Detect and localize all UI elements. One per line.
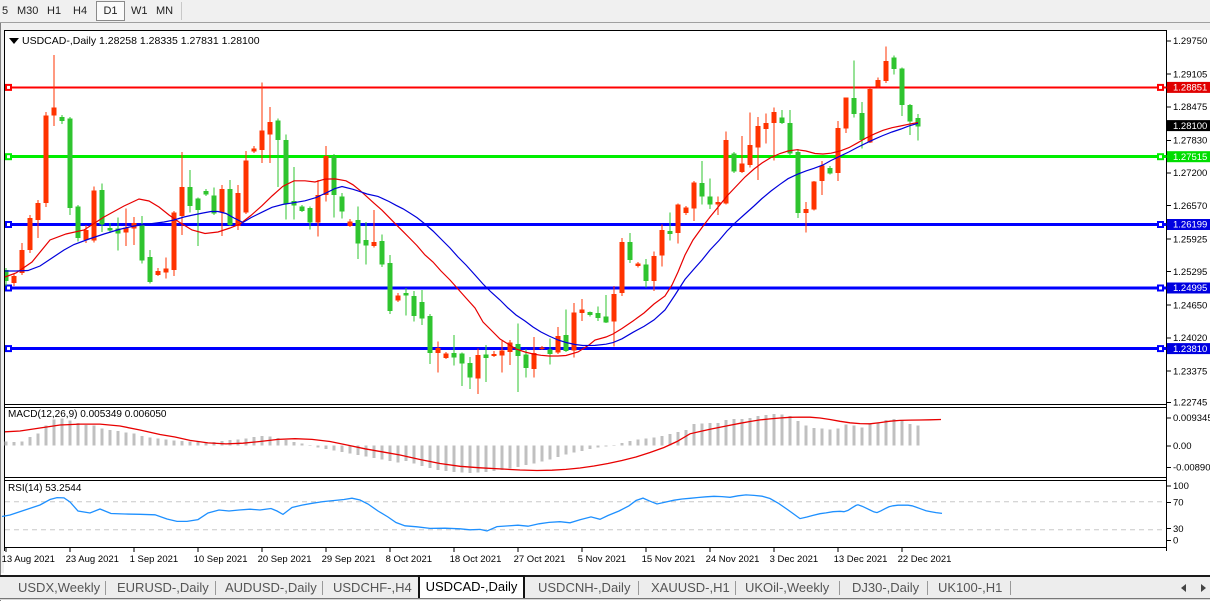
svg-text:0: 0 <box>1173 536 1178 547</box>
svg-text:29 Sep 2021: 29 Sep 2021 <box>322 554 376 565</box>
svg-text:15 Nov 2021: 15 Nov 2021 <box>642 554 696 565</box>
svg-text:3 Dec 2021: 3 Dec 2021 <box>770 554 819 565</box>
svg-text:10 Sep 2021: 10 Sep 2021 <box>194 554 248 565</box>
svg-text:20 Sep 2021: 20 Sep 2021 <box>258 554 312 565</box>
svg-text:30: 30 <box>1173 524 1184 535</box>
svg-text:1.23375: 1.23375 <box>1173 366 1207 377</box>
svg-text:MACD(12,26,9) 0.005349 0.00605: MACD(12,26,9) 0.005349 0.006050 <box>8 409 167 420</box>
svg-text:0.009345: 0.009345 <box>1173 413 1210 424</box>
svg-text:13 Dec 2021: 13 Dec 2021 <box>834 554 888 565</box>
svg-text:1.27830: 1.27830 <box>1173 136 1207 147</box>
svg-text:100: 100 <box>1173 481 1189 492</box>
svg-text:1.29750: 1.29750 <box>1173 36 1207 47</box>
svg-text:1.26570: 1.26570 <box>1173 201 1207 212</box>
svg-text:1.26199: 1.26199 <box>1173 220 1207 231</box>
svg-text:0.00: 0.00 <box>1173 441 1192 452</box>
svg-text:1.25925: 1.25925 <box>1173 234 1207 245</box>
svg-text:1.28100: 1.28100 <box>1173 121 1207 132</box>
svg-text:RSI(14) 53.2544: RSI(14) 53.2544 <box>8 483 82 494</box>
svg-text:USDCAD-,Daily 1.28258 1.28335: USDCAD-,Daily 1.28258 1.28335 1.27831 1.… <box>22 35 260 47</box>
svg-text:22 Dec 2021: 22 Dec 2021 <box>898 554 952 565</box>
svg-text:1.25295: 1.25295 <box>1173 267 1207 278</box>
svg-text:1.27200: 1.27200 <box>1173 168 1207 179</box>
svg-text:1.28851: 1.28851 <box>1173 83 1207 94</box>
svg-text:23 Aug 2021: 23 Aug 2021 <box>66 554 119 565</box>
svg-text:5 Nov 2021: 5 Nov 2021 <box>578 554 627 565</box>
svg-text:27 Oct 2021: 27 Oct 2021 <box>514 554 566 565</box>
svg-text:13 Aug 2021: 13 Aug 2021 <box>2 554 55 565</box>
svg-text:1.23810: 1.23810 <box>1173 344 1207 355</box>
svg-text:1.29105: 1.29105 <box>1173 69 1207 80</box>
svg-text:70: 70 <box>1173 498 1184 509</box>
svg-text:24 Nov 2021: 24 Nov 2021 <box>706 554 760 565</box>
svg-text:1.28475: 1.28475 <box>1173 102 1207 113</box>
svg-text:18 Oct 2021: 18 Oct 2021 <box>450 554 502 565</box>
svg-text:8 Oct 2021: 8 Oct 2021 <box>386 554 432 565</box>
svg-text:1 Sep 2021: 1 Sep 2021 <box>130 554 179 565</box>
svg-text:1.24020: 1.24020 <box>1173 333 1207 344</box>
svg-text:-0.008902: -0.008902 <box>1173 463 1210 474</box>
svg-text:1.22745: 1.22745 <box>1173 398 1207 409</box>
svg-text:1.24995: 1.24995 <box>1173 283 1207 294</box>
svg-text:1.24650: 1.24650 <box>1173 300 1207 311</box>
svg-text:1.27515: 1.27515 <box>1173 152 1207 163</box>
